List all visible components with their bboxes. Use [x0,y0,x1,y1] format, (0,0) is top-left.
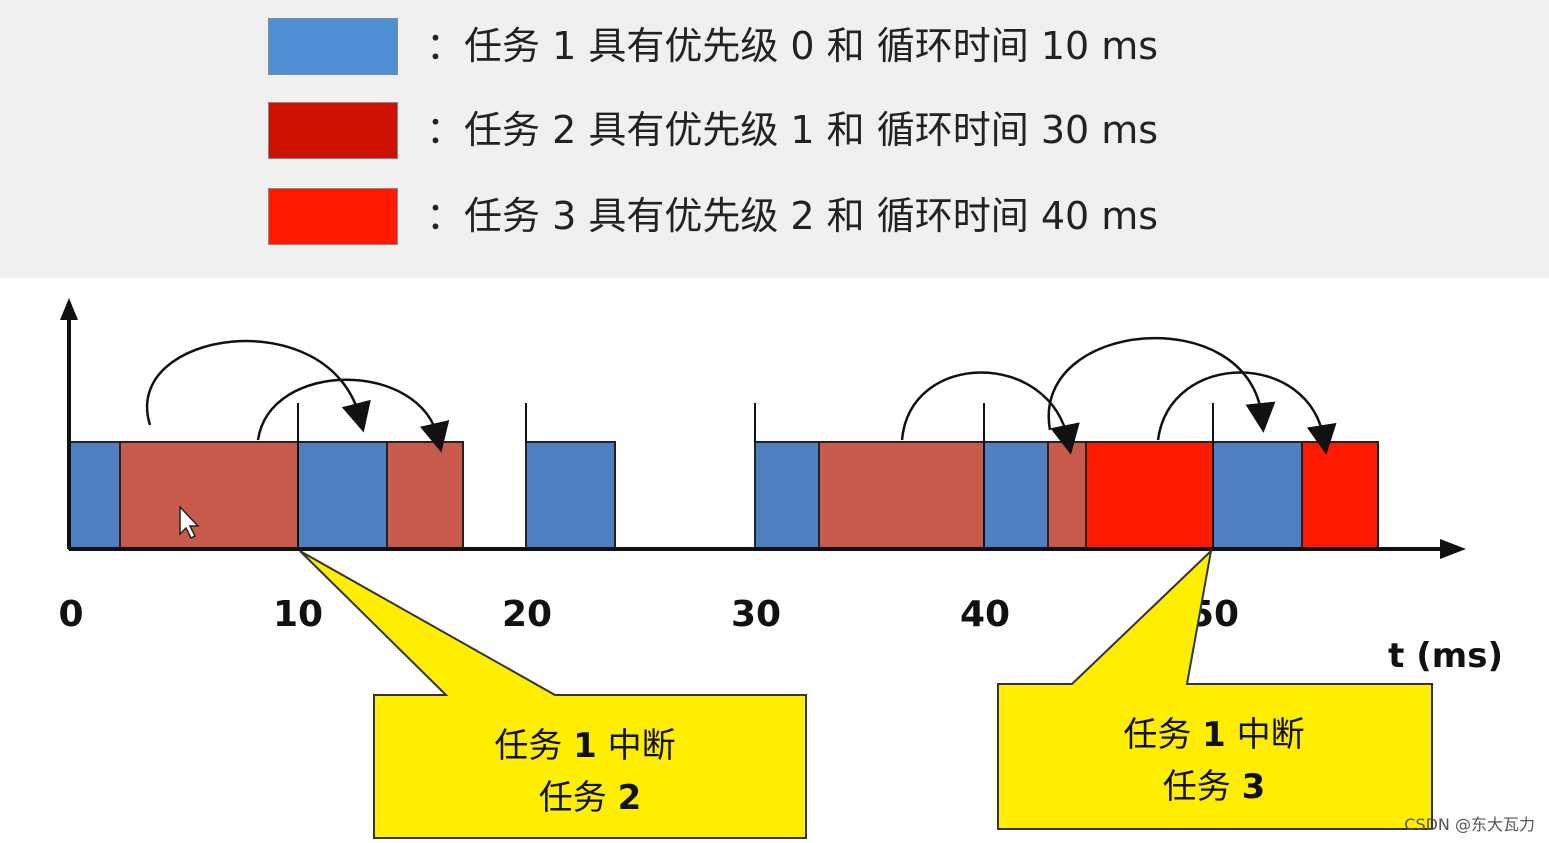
legend-label-task1: 任务 1 具有优先级 0 和 循环时间 10 ms [464,24,1159,68]
legend-swatch-task2 [268,102,398,159]
tick-label: 20 [502,594,552,635]
legend-row-task1: ： 任务 1 具有优先级 0 和 循环时间 10 ms [0,18,1549,80]
x-axis-label: t (ms) [1388,636,1503,676]
callout-shape [299,550,807,839]
callout-line2: 任务 3 [1163,767,1265,807]
callout-line1: 任务 1 中断 [1123,715,1304,755]
tick-labels: 0 10 20 30 40 50 [58,594,1239,635]
callout-shape [997,548,1433,830]
task1-block [525,441,616,550]
task3-block [1301,441,1379,550]
task1-block [983,441,1049,550]
tick-label: 0 [58,594,83,635]
legend-panel: ： 任务 1 具有优先级 0 和 循环时间 10 ms ： 任务 2 具有优先级… [0,0,1549,278]
task2-block [119,441,299,550]
arc-arrow-icon [1047,336,1276,433]
legend-label-task2: 任务 2 具有优先级 1 和 循环时间 30 ms [464,108,1159,152]
period-markers [297,403,1214,549]
legend-colon: ： [426,108,465,152]
callout-2: 任务 1 中断 任务 3 [997,548,1433,830]
task3-block [1085,441,1214,550]
callout-1: 任务 1 中断 任务 2 [299,550,807,839]
arc-arrow-icon [1156,371,1337,455]
arc-arrow-icon [146,339,371,433]
axes [60,298,1466,559]
legend-row-task3: ： 任务 3 具有优先级 2 和 循环时间 40 ms [0,188,1549,250]
task1-block [754,441,820,550]
legend-colon: ： [426,194,465,238]
arc-arrow-icon [900,371,1080,455]
task2-block [1047,441,1087,550]
legend-label-task3: 任务 3 具有优先级 2 和 循环时间 40 ms [464,194,1159,238]
task1-block [297,441,388,550]
legend-swatch-task1 [268,18,398,75]
task2-block [386,441,464,550]
task2-block [818,441,985,550]
legend-row-task2: ： 任务 2 具有优先级 1 和 循环时间 30 ms [0,102,1549,164]
tick-label: 40 [960,594,1010,635]
tick-label: 10 [273,594,323,635]
y-axis-arrow-icon [60,298,78,320]
tick-label: 30 [731,594,781,635]
task-blocks [68,441,1379,550]
legend-colon: ： [426,24,465,68]
task1-block [68,441,121,550]
task1-block [1212,441,1303,550]
callout-line2: 任务 2 [539,778,641,818]
x-axis-arrow-icon [1440,539,1466,559]
arc-arrow-icon [256,378,450,453]
watermark: CSDN @东大瓦力 [1404,815,1535,834]
legend-swatch-task3 [268,188,398,245]
preemption-arcs [146,336,1337,455]
mouse-cursor-icon [179,505,200,540]
callout-line1: 任务 1 中断 [494,726,675,766]
